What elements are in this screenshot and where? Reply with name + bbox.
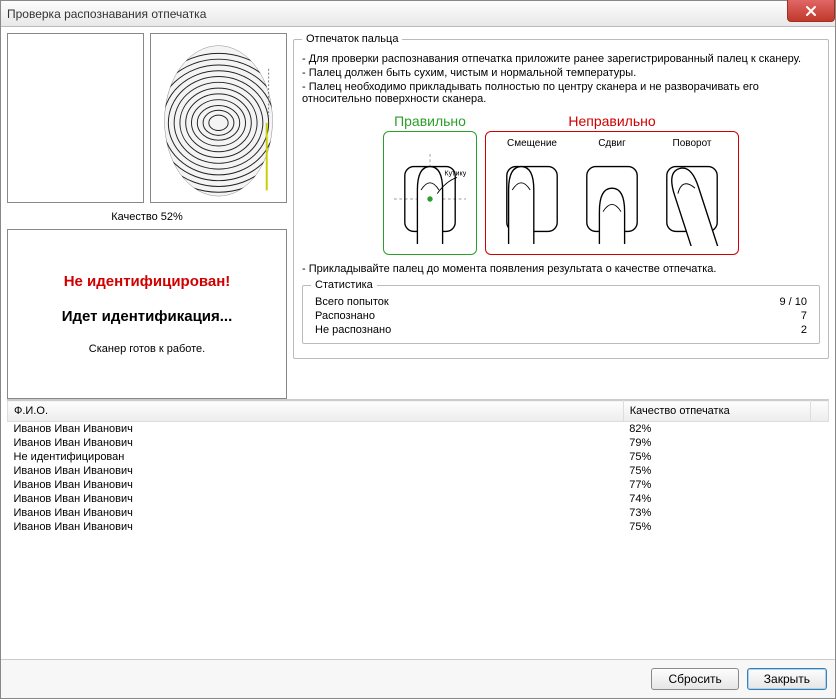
diagram-wrong-label: Сдвиг: [598, 138, 626, 150]
close-icon: [805, 5, 817, 17]
titlebar[interactable]: Проверка распознавания отпечатка: [1, 1, 835, 27]
diagram-wrong-label: Поворот: [673, 138, 712, 150]
cell-quality: 75%: [623, 464, 810, 478]
diagram-wrong-title: Неправильно: [568, 113, 655, 129]
cell-name: Иванов Иван Иванович: [8, 422, 624, 437]
status-identifying: Идет идентификация...: [62, 308, 233, 325]
diagram-offset-finger-icon: [496, 152, 568, 246]
captured-fingerprint-box: [150, 33, 287, 203]
section-legend: Отпечаток пальца: [302, 33, 402, 45]
diagram-rotate-finger-icon: [656, 152, 728, 246]
instruction-line: - Палец должен быть сухим, чистым и норм…: [302, 67, 820, 79]
quality-label: Качество 52%: [7, 211, 287, 223]
cell-name: Иванов Иван Иванович: [8, 436, 624, 450]
cell-quality: 82%: [623, 422, 810, 437]
cell-name: Не идентифицирован: [8, 450, 624, 464]
cell-name: Иванов Иван Иванович: [8, 506, 624, 520]
stats-legend: Статистика: [311, 279, 377, 291]
stats-row: Распознано 7: [311, 309, 811, 323]
col-name-header[interactable]: Ф.И.О.: [8, 401, 624, 422]
diagram-wrong-label: Смещение: [507, 138, 557, 150]
cell-quality: 73%: [623, 506, 810, 520]
window-close-button[interactable]: [787, 0, 835, 22]
cell-quality: 75%: [623, 520, 810, 530]
table-row[interactable]: Иванов Иван Иванович74%: [8, 492, 829, 506]
table-row[interactable]: Иванов Иван Иванович77%: [8, 478, 829, 492]
diagram-wrong-frame: Смещение Сдвиг: [485, 131, 739, 255]
cell-name: Иванов Иван Иванович: [8, 464, 624, 478]
diagram-correct-finger-icon: Кутикула: [394, 152, 466, 246]
cell-quality: 75%: [623, 450, 810, 464]
footer: Сбросить Закрыть: [1, 659, 835, 698]
stats-value: 7: [801, 310, 807, 322]
diagram-shift-finger-icon: [576, 152, 648, 246]
reset-button[interactable]: Сбросить: [651, 668, 738, 690]
col-spacer: [811, 401, 829, 422]
fingerprint-verify-window: Проверка распознавания отпечатка: [0, 0, 836, 699]
table-row[interactable]: Иванов Иван Иванович79%: [8, 436, 829, 450]
instruction-line: - Прикладывайте палец до момента появлен…: [302, 263, 820, 275]
stats-value: 2: [801, 324, 807, 336]
cell-quality: 77%: [623, 478, 810, 492]
status-box: Не идентифицирован! Идет идентификация..…: [7, 229, 287, 399]
status-scanner-ready: Сканер готов к работе.: [89, 343, 205, 355]
stats-box: Статистика Всего попыток9 / 10Распознано…: [302, 279, 820, 344]
svg-text:Кутикула: Кутикула: [444, 169, 466, 178]
table-row[interactable]: Иванов Иван Иванович75%: [8, 464, 829, 478]
stats-label: Распознано: [315, 310, 375, 322]
cell-name: Иванов Иван Иванович: [8, 478, 624, 492]
results-table: Ф.И.О. Качество отпечатка Иванов Иван Ив…: [7, 400, 829, 530]
results-table-area: Ф.И.О. Качество отпечатка Иванов Иван Ив…: [7, 399, 829, 530]
fingerprint-section: Отпечаток пальца - Для проверки распозна…: [293, 33, 829, 359]
instructions: - Для проверки распознавания отпечатка п…: [302, 53, 820, 105]
live-preview-box: [7, 33, 144, 203]
stats-row: Не распознано 2: [311, 323, 811, 337]
close-button[interactable]: Закрыть: [747, 668, 827, 690]
fingerprint-icon: [151, 34, 286, 202]
table-row[interactable]: Иванов Иван Иванович75%: [8, 520, 829, 530]
window-title: Проверка распознавания отпечатка: [7, 7, 206, 21]
stats-label: Не распознано: [315, 324, 391, 336]
table-row[interactable]: Иванов Иван Иванович82%: [8, 422, 829, 437]
cell-quality: 74%: [623, 492, 810, 506]
status-not-identified: Не идентифицирован!: [64, 273, 231, 290]
cell-name: Иванов Иван Иванович: [8, 492, 624, 506]
col-quality-header[interactable]: Качество отпечатка: [623, 401, 810, 422]
table-row[interactable]: Не идентифицирован75%: [8, 450, 829, 464]
instruction-line: - Для проверки распознавания отпечатка п…: [302, 53, 820, 65]
cell-quality: 79%: [623, 436, 810, 450]
diagram-correct-title: Правильно: [394, 113, 466, 129]
stats-label: Всего попыток: [315, 296, 389, 308]
stats-value: 9 / 10: [779, 296, 807, 308]
diagram-row: Правильно: [302, 113, 820, 255]
diagram-correct-frame: Кутикула: [383, 131, 477, 255]
table-row[interactable]: Иванов Иван Иванович73%: [8, 506, 829, 520]
instruction-line: - Палец необходимо прикладывать полность…: [302, 81, 820, 105]
cell-name: Иванов Иван Иванович: [8, 520, 624, 530]
stats-row: Всего попыток 9 / 10: [311, 295, 811, 309]
